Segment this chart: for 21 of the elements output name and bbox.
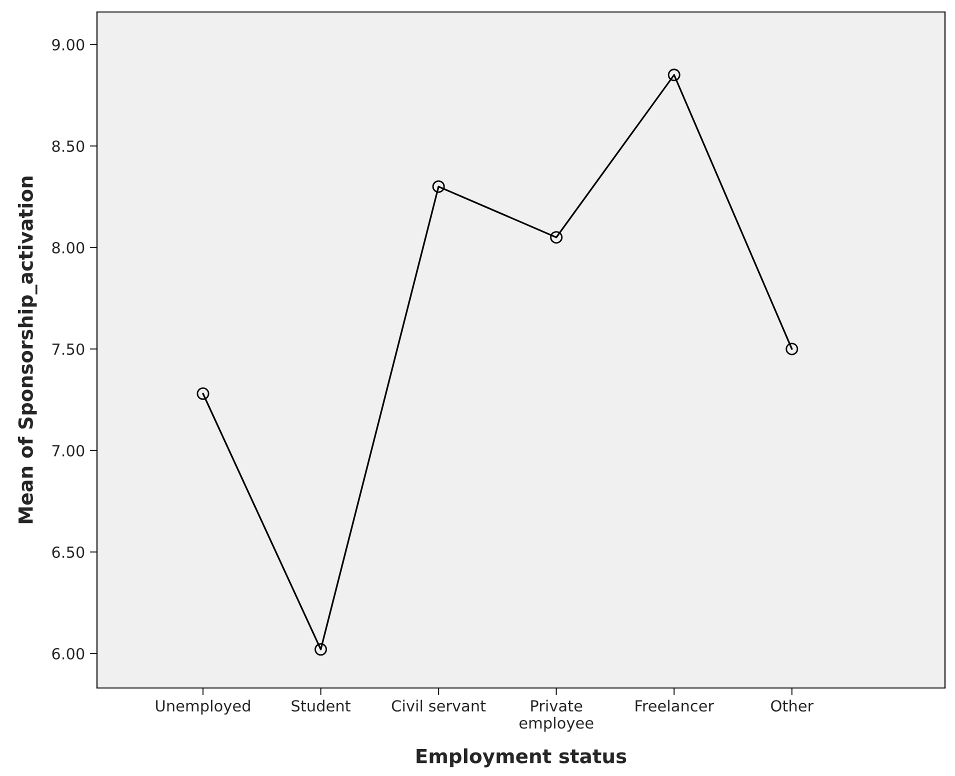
y-tick-label: 8.50	[52, 140, 84, 152]
x-tick-label: Civil servant	[392, 700, 486, 712]
point	[432, 180, 445, 193]
point	[196, 387, 210, 400]
x-tick-label: Student	[292, 700, 350, 712]
point	[550, 231, 563, 244]
y-tick-label: 6.00	[52, 648, 84, 660]
point	[786, 342, 798, 356]
point	[314, 643, 328, 656]
x-tick-label: Other	[771, 700, 814, 712]
x-axis-title: Employment status	[416, 748, 626, 768]
x-tick-label: Private employee	[519, 700, 594, 732]
y-tick-label: 6.50	[52, 546, 84, 558]
point	[668, 68, 680, 82]
y-tick-label: 7.00	[52, 444, 84, 457]
x-tick-label: Freelancer	[636, 700, 714, 712]
y-tick-label: 7.50	[52, 343, 84, 356]
x-tick-label: Unemployed	[156, 700, 250, 715]
y-tick-label: 8.00	[52, 242, 84, 254]
y-tick-label: 9.00	[52, 38, 84, 50]
y-axis-title: Mean of Sponsorship_activation	[18, 176, 38, 524]
